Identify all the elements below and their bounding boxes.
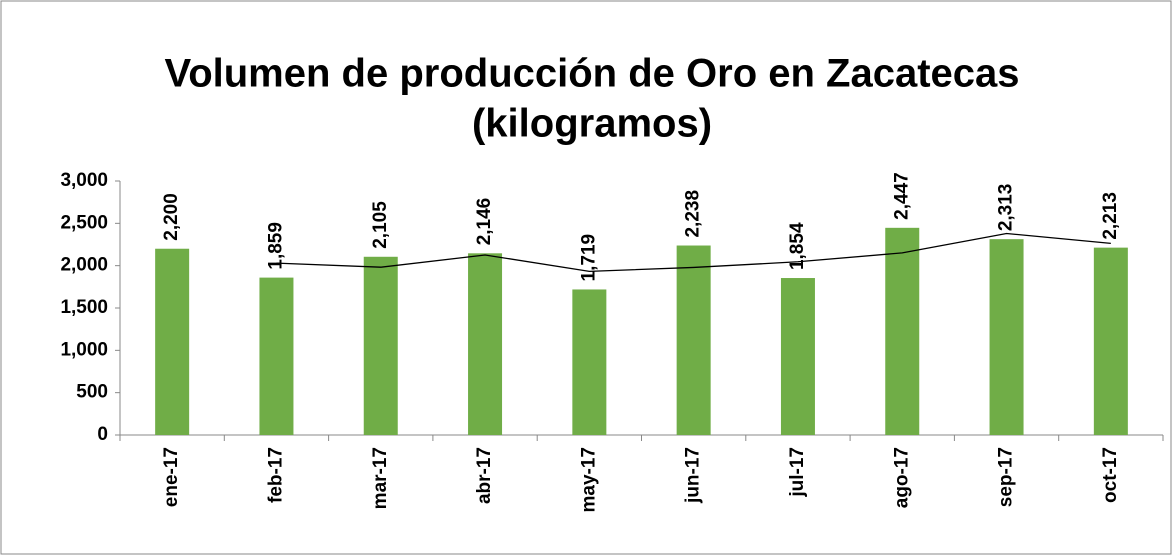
x-tick-label: mar-17 xyxy=(370,447,391,509)
x-tick-label: oct-17 xyxy=(1100,447,1121,503)
y-tick-label: 0 xyxy=(97,424,108,445)
chart-title: Volumen de producción de Oro en Zacateca… xyxy=(164,52,1019,96)
data-label: 1,719 xyxy=(578,234,599,282)
x-tick-label: jun-17 xyxy=(683,447,704,504)
bar xyxy=(155,248,190,435)
bar xyxy=(1093,247,1128,435)
bar xyxy=(989,239,1024,435)
bar xyxy=(363,256,398,435)
x-tick-label: sep-17 xyxy=(996,447,1017,507)
data-label: 2,213 xyxy=(1100,192,1121,240)
bar xyxy=(676,245,711,435)
y-tick-label: 3,000 xyxy=(60,170,108,191)
bar xyxy=(259,277,294,435)
data-label: 1,859 xyxy=(265,222,286,270)
bar xyxy=(468,253,503,435)
chart-title: (kilogramos) xyxy=(472,102,712,146)
data-label: 2,105 xyxy=(370,201,391,249)
x-tick-label: ene-17 xyxy=(161,447,182,507)
bar xyxy=(572,289,607,435)
y-tick-label: 2,500 xyxy=(60,212,108,233)
x-tick-label: abr-17 xyxy=(474,447,495,504)
bar xyxy=(780,278,815,435)
x-tick-label: feb-17 xyxy=(265,447,286,503)
data-label: 1,854 xyxy=(787,222,808,270)
y-tick-label: 1,500 xyxy=(60,297,108,318)
y-tick-label: 1,000 xyxy=(60,339,108,360)
data-label: 2,146 xyxy=(474,198,495,246)
data-label: 2,238 xyxy=(683,190,704,238)
x-tick-label: may-17 xyxy=(578,447,599,513)
x-tick-label: jul-17 xyxy=(787,447,808,498)
data-label: 2,313 xyxy=(996,184,1017,232)
data-label: 2,200 xyxy=(161,193,182,241)
y-tick-label: 500 xyxy=(76,382,108,403)
y-tick-label: 2,000 xyxy=(60,255,108,276)
x-tick-label: ago-17 xyxy=(891,447,912,508)
trend-line xyxy=(276,232,1111,272)
data-label: 2,447 xyxy=(891,172,912,220)
bar xyxy=(885,227,920,435)
